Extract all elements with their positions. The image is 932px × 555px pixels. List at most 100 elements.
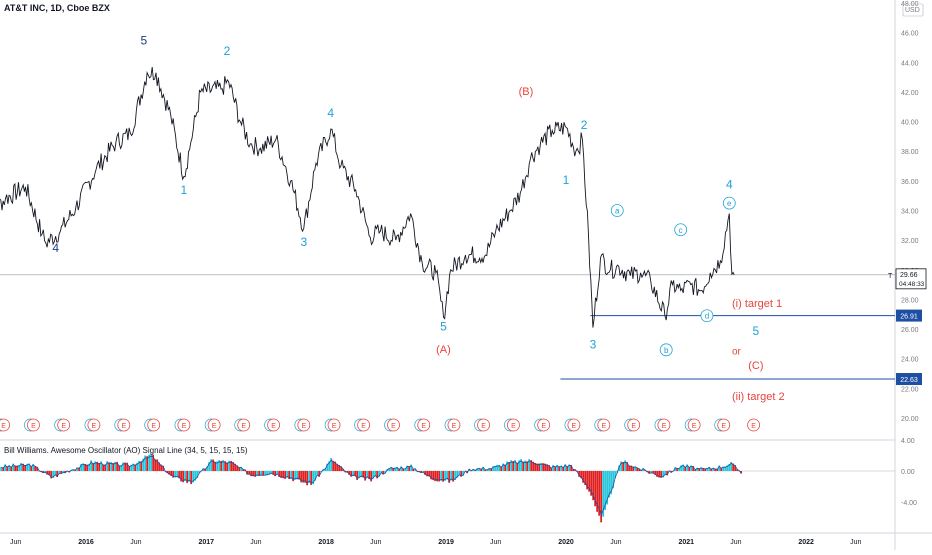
ao-bar (76, 467, 79, 471)
ao-bar (530, 460, 533, 471)
time-axis-label: Jun (130, 539, 141, 546)
ao-bar (456, 471, 459, 478)
price-tick-label: 40.00 (901, 120, 919, 127)
ao-bar (374, 471, 377, 477)
ao-bar (678, 467, 681, 471)
ao-bar (574, 469, 577, 471)
ao-bar (654, 471, 657, 475)
ao-bar (690, 465, 693, 471)
ao-bar (490, 468, 493, 471)
earnings-marker (0, 418, 10, 432)
ao-bar (494, 465, 497, 471)
ao-bar (620, 461, 623, 471)
earnings-marker (747, 418, 760, 432)
ao-bar (202, 468, 205, 471)
earnings-marker (117, 418, 131, 432)
ao-bar (170, 471, 173, 476)
ao-bar (294, 471, 297, 480)
ao-tick-label: 4.00 (901, 438, 915, 445)
ao-bar (632, 466, 635, 471)
ao-bar (310, 471, 313, 485)
ao-bar (228, 460, 231, 471)
ao-bar (692, 466, 695, 471)
ao-bar (114, 461, 117, 471)
ao-bar (72, 469, 75, 471)
ao-bar (396, 467, 399, 471)
earnings-marker (207, 418, 221, 432)
ao-bar (316, 471, 319, 476)
time-axis-label: Jun (250, 539, 261, 546)
ao-bar (80, 464, 83, 471)
ao-bar (700, 467, 703, 471)
ao-bar (338, 465, 341, 471)
ao-bar (340, 466, 343, 471)
ao-bar (730, 461, 733, 471)
ao-bar (606, 471, 609, 505)
ao-bar (250, 471, 253, 477)
ao-bar (198, 471, 201, 474)
ao-bar (24, 465, 27, 471)
ao-bar (142, 458, 145, 471)
ao-bar (580, 471, 583, 479)
ao-bar (154, 459, 157, 471)
ao-bar (588, 471, 591, 492)
ao-bar (26, 463, 29, 471)
earnings-marker (357, 418, 371, 432)
ao-bar (56, 471, 59, 478)
price-tick-label: 32.00 (901, 238, 919, 245)
earnings-marker-label: E (572, 423, 577, 430)
earnings-marker-label: E (541, 423, 546, 430)
earnings-marker-label: E (332, 423, 337, 430)
ao-bar (312, 471, 315, 485)
ao-bar (600, 471, 603, 523)
ao-bar (548, 465, 551, 471)
ao-bar (716, 468, 719, 471)
ao-bar (498, 464, 501, 471)
ao-bar (262, 471, 265, 476)
wave-label: 1 (181, 183, 188, 197)
ao-bar (208, 462, 211, 471)
ao-bar (524, 460, 527, 471)
last-price-text: 29.66 (900, 272, 918, 279)
time-axis-label: Jun (610, 539, 621, 546)
wave-label: 4 (327, 106, 334, 120)
price-tick-label: 24.00 (901, 357, 919, 364)
ao-bar (318, 471, 321, 477)
ao-bar (230, 461, 233, 471)
last-price-symbol: T (888, 273, 893, 280)
time-axis-label: Jun (10, 539, 21, 546)
ao-bar (102, 464, 105, 471)
ao-bar (306, 471, 309, 486)
ao-bar (280, 471, 283, 478)
ao-bar (694, 469, 697, 471)
ao-bar (414, 468, 417, 471)
ao-bar (82, 463, 85, 471)
ao-bar (370, 471, 373, 482)
ao-bar (158, 462, 161, 471)
price-tick-label: 36.00 (901, 179, 919, 186)
ao-bar (488, 468, 491, 471)
ao-bar (740, 471, 743, 474)
ao-bar (736, 469, 739, 471)
indicator-title: Bill Williams. Awesome Oscillator (AO) S… (4, 446, 248, 455)
ao-bar (214, 461, 217, 471)
ao-bar (78, 467, 81, 471)
price-tick-label: 22.00 (901, 386, 919, 393)
ao-bar (438, 471, 441, 482)
earnings-marker-label: E (421, 423, 426, 430)
earnings-marker (27, 418, 40, 432)
ao-bar (486, 469, 489, 471)
ao-bar (462, 471, 465, 476)
ao-bar (398, 469, 401, 471)
ao-bar (636, 467, 639, 471)
ao-bar (390, 466, 393, 471)
ao-bar (288, 471, 291, 480)
ao-bar (252, 471, 255, 477)
countdown-text: 04:48:33 (899, 281, 925, 288)
earnings-marker (417, 418, 431, 432)
ao-bar (266, 471, 269, 476)
wave-label: 3 (300, 235, 307, 249)
circled-wave-label: b (664, 346, 669, 355)
ao-bar (54, 471, 57, 476)
